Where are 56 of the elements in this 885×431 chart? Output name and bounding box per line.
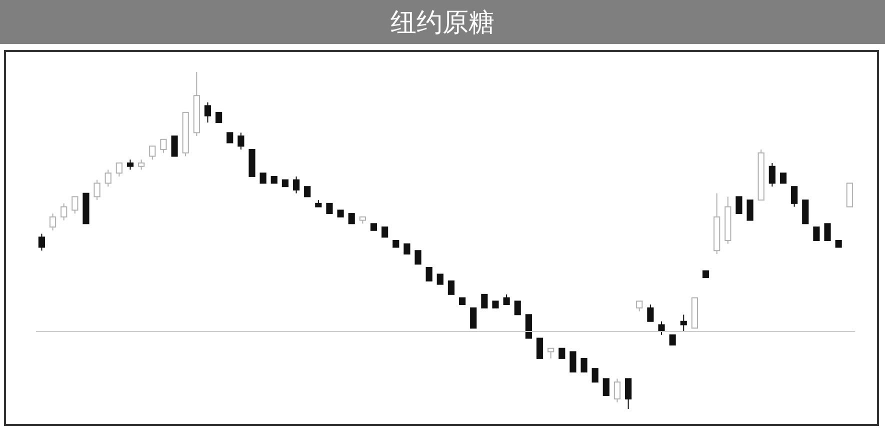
- candlestick: [536, 338, 544, 359]
- candlestick: [669, 334, 676, 346]
- candlestick: [746, 200, 754, 221]
- candlestick: [94, 179, 100, 201]
- candlestick: [570, 351, 576, 372]
- candlestick: [238, 132, 244, 150]
- candlestick: [426, 266, 432, 282]
- candlestick: [614, 378, 621, 403]
- candlestick: [204, 102, 212, 124]
- candlestick: [104, 169, 112, 188]
- candlestick: [436, 274, 444, 285]
- candlestick: [38, 233, 46, 252]
- candlestick: [503, 294, 510, 306]
- candlestick: [846, 182, 853, 208]
- candlestick: [602, 378, 610, 396]
- candlestick: [514, 300, 521, 316]
- candlestick: [260, 172, 266, 184]
- candlestick: [304, 186, 311, 198]
- candlestick: [171, 136, 178, 157]
- candlestick: [404, 243, 410, 254]
- candlestick: [624, 378, 632, 409]
- candlestick: [72, 196, 78, 214]
- candlestick: [791, 186, 798, 208]
- candlestick: [116, 162, 122, 177]
- candlestick: [160, 138, 167, 154]
- candlestick: [60, 202, 68, 221]
- candlestick: [448, 280, 455, 295]
- candlestick: [470, 307, 477, 329]
- candlestick: [348, 213, 355, 224]
- candlestick: [647, 304, 654, 322]
- candlestick: [813, 226, 820, 241]
- candlestick: [658, 320, 665, 336]
- candlestick: [548, 348, 554, 359]
- candlestick: [736, 196, 742, 214]
- chart-title: 纽约原糖: [390, 6, 494, 40]
- candlestick: [49, 213, 56, 231]
- candlestick: [558, 348, 566, 359]
- candlestick: [382, 226, 388, 238]
- candlestick: [414, 250, 422, 265]
- candlestick: [824, 223, 831, 241]
- candlestick: [149, 146, 156, 160]
- candlestick: [215, 112, 222, 124]
- candlestick: [292, 176, 300, 194]
- candlestick: [636, 300, 643, 312]
- candlestick: [326, 202, 333, 214]
- candlestick: [138, 159, 145, 170]
- candlestick: [680, 314, 687, 332]
- candlestick: [768, 162, 776, 188]
- candlestick: [802, 200, 809, 224]
- candlestick: [525, 314, 532, 339]
- candlestick: [126, 159, 134, 170]
- candlestick: [592, 368, 598, 383]
- candlestick: [226, 132, 234, 144]
- candlestick: [481, 294, 488, 308]
- candlestick: [580, 358, 588, 372]
- candlestick: [780, 172, 787, 184]
